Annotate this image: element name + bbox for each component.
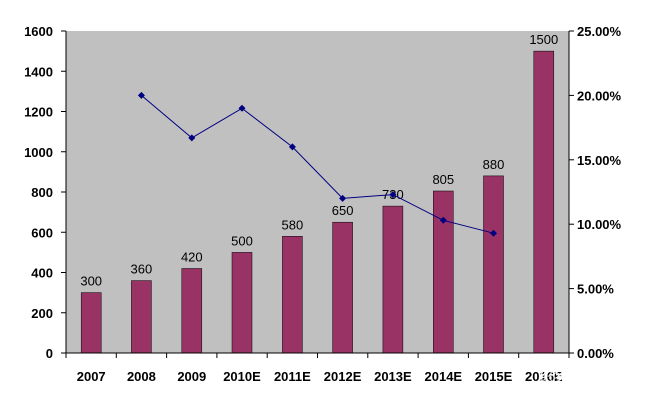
x-tick-label-2011E: 2011E [274, 369, 311, 384]
bar-2009 [181, 268, 203, 354]
x-tick-label-2009: 2009 [177, 369, 206, 384]
bar-label-2011E: 580 [282, 217, 304, 232]
line-marker-2008 [137, 91, 145, 99]
right-tick-label: 25.00% [577, 24, 622, 39]
line-marker-2013E [389, 191, 397, 199]
left-tick-label: 1600 [24, 24, 53, 39]
x-tick-label-2012E: 2012E [324, 369, 362, 384]
watermark-line2: DEDECMS.COM [558, 387, 642, 400]
left-tick-label: 800 [31, 185, 53, 200]
right-tick-label: 0.00% [577, 346, 614, 361]
bar-2010E [231, 252, 253, 354]
left-tick-label: 1200 [24, 105, 53, 120]
right-tick-label: 20.00% [577, 88, 622, 103]
bar-2008 [131, 280, 152, 354]
bar-2013E [382, 205, 404, 354]
bar-label-2008: 360 [131, 262, 153, 277]
line-marker-2010E [238, 104, 246, 112]
left-tick-label: 200 [31, 306, 53, 321]
line-series [137, 91, 497, 237]
line-marker-2009 [188, 134, 196, 142]
x-axis-ticks: 2007 2008 2009 2010E 2011E 2012E 2013E 2014E 201… [65, 353, 570, 384]
bar-2007 [80, 292, 102, 354]
x-tick-label-2010E: 2010E [223, 369, 261, 384]
x-tick-label-2016E: 2016E [525, 369, 563, 384]
line-marker-2015E [490, 229, 497, 237]
right-tick-label: 5.00% [577, 282, 614, 297]
bar-2015E [483, 175, 504, 354]
bar-2012E [332, 221, 353, 354]
x-tick-label-2007: 2007 [77, 369, 106, 384]
left-tick-label: 1400 [24, 64, 53, 79]
bar-label-2015E: 880 [483, 157, 505, 172]
right-tick-label: 10.00% [577, 217, 622, 232]
line-marker-2012E [339, 194, 347, 202]
left-axis-ticks: 0 200 400 600 800 1000 1200 1400 1600 [24, 24, 66, 361]
line-marker-2014E [439, 216, 447, 224]
x-tick-label-2013E: 2013E [374, 369, 412, 384]
bar-series [80, 50, 555, 354]
bar-2016E [533, 50, 555, 354]
bar-label-2009: 420 [181, 250, 203, 265]
right-tick-label: 15.00% [577, 153, 622, 168]
left-tick-label: 400 [31, 266, 53, 281]
growth-line [141, 95, 494, 234]
bar-2014E [433, 190, 454, 354]
x-tick-label-2014E: 2014E [425, 369, 463, 384]
x-tick-label-2008: 2008 [127, 369, 156, 384]
watermark: 织梦内容管理系统 DEDECMS.COM [540, 369, 644, 400]
bar-label-2012E: 650 [332, 203, 354, 218]
bar-label-2016E: 1500 [529, 32, 558, 47]
left-tick-label: 0 [46, 346, 53, 361]
left-tick-label: 1000 [24, 145, 53, 160]
bar-label-2007: 300 [80, 274, 102, 289]
watermark-line1: 织梦内容管理系统 [540, 369, 644, 385]
left-tick-label: 600 [31, 225, 53, 240]
x-tick-label-2015E: 2015E [475, 369, 513, 384]
line-marker-2011E [288, 143, 296, 151]
bar-label-2014E: 805 [432, 172, 454, 187]
bar-data-labels: 3003604205005806507308058801500 [80, 32, 558, 289]
right-axis-ticks: 0.00% 5.00% 10.00% 15.00% 20.00% 25.00% [569, 24, 622, 361]
bar-label-2010E: 500 [231, 233, 253, 248]
bar-2011E [282, 236, 303, 354]
